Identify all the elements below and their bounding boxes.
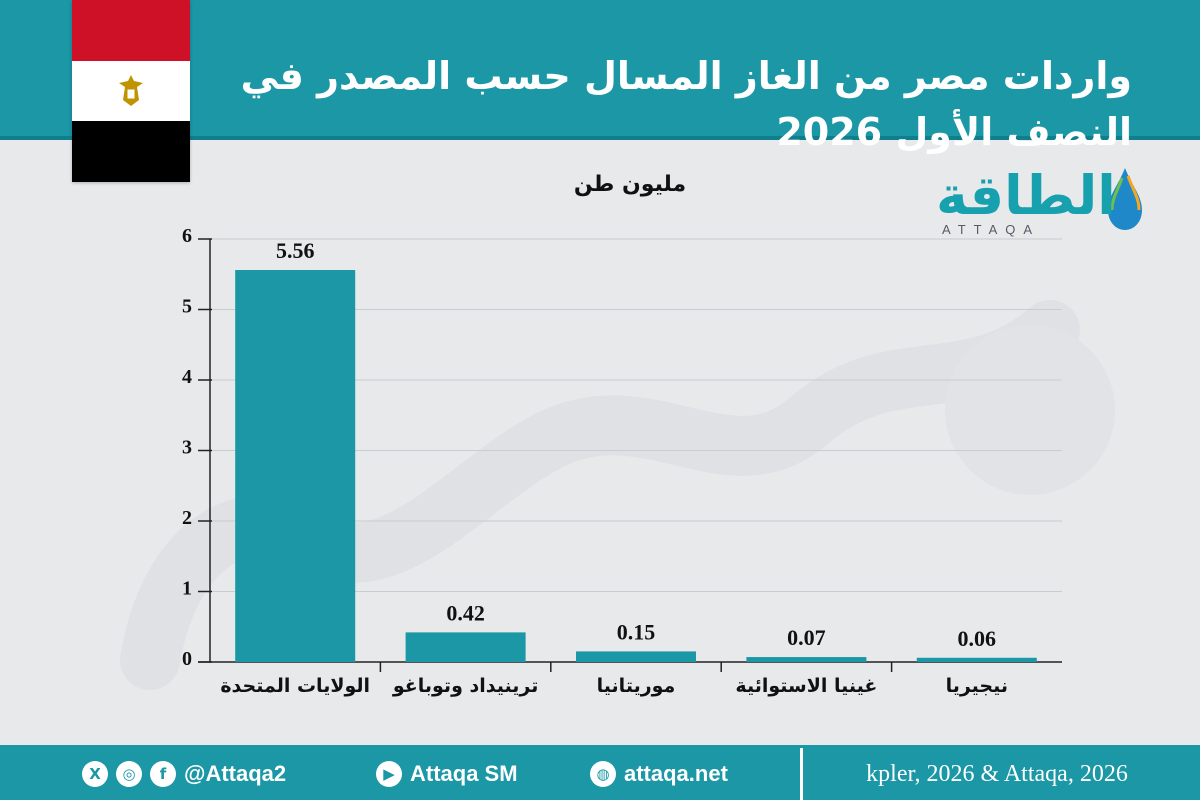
footer-divider — [800, 748, 803, 800]
bar — [405, 632, 526, 662]
eagle-emblem-icon — [119, 75, 143, 106]
logo-latin-text: ATTAQA — [942, 222, 1041, 237]
header-bar — [0, 0, 1200, 140]
y-tick-label: 0 — [182, 648, 192, 670]
website-link: ◍ attaqa.net — [590, 758, 728, 790]
header-divider — [0, 136, 1200, 140]
youtube-handle[interactable]: Attaqa SM — [410, 761, 518, 786]
attaqa-logo: الطاقة ATTAQA — [930, 160, 1150, 240]
bar-value-label: 0.42 — [446, 600, 485, 625]
x-category-label: الولايات المتحدة — [220, 675, 370, 697]
flag-black-stripe — [72, 121, 190, 183]
bar-value-label: 5.56 — [276, 238, 315, 263]
y-tick-label: 2 — [182, 507, 192, 529]
y-tick-label: 5 — [182, 296, 192, 318]
social-links: X ◎ f @Attaqa2 — [82, 758, 286, 790]
bar — [916, 657, 1037, 662]
flag-red-stripe — [72, 0, 190, 61]
bar — [746, 657, 867, 662]
source-text: kpler, 2026 & Attaqa, 2026 — [866, 761, 1128, 787]
website-url[interactable]: attaqa.net — [624, 761, 728, 786]
egypt-flag-icon — [72, 0, 190, 183]
y-tick-label: 3 — [182, 437, 192, 459]
y-tick-label: 6 — [182, 225, 192, 247]
y-tick-label: 1 — [182, 578, 192, 600]
x-icon[interactable]: X — [82, 761, 108, 787]
drop-icon — [1108, 168, 1142, 230]
logo-arabic-text: الطاقة — [936, 164, 1116, 227]
bar-value-label: 0.07 — [787, 625, 826, 650]
unit-label: مليون طن — [573, 172, 687, 197]
bar — [576, 651, 696, 662]
x-category-label: نيجيريا — [946, 675, 1008, 697]
flag-white-stripe — [72, 60, 190, 122]
bar-value-label: 0.15 — [617, 619, 656, 644]
youtube-link: ▶ Attaqa SM — [376, 758, 518, 790]
x-category-label: موريتانيا — [597, 675, 676, 697]
x-category-label: غينيا الاستوائية — [735, 675, 877, 697]
facebook-icon[interactable]: f — [150, 761, 176, 787]
x-category-label: ترينيداد وتوباغو — [392, 675, 538, 697]
youtube-icon[interactable]: ▶ — [376, 761, 402, 787]
instagram-icon[interactable]: ◎ — [116, 761, 142, 787]
bar-value-label: 0.06 — [958, 626, 997, 651]
social-handle[interactable]: @Attaqa2 — [184, 761, 287, 786]
y-tick-label: 4 — [182, 366, 192, 388]
bar — [235, 270, 356, 662]
chart-title: واردات مصر من الغاز المسال حسب المصدر في… — [240, 54, 1132, 154]
globe-icon[interactable]: ◍ — [590, 761, 616, 787]
